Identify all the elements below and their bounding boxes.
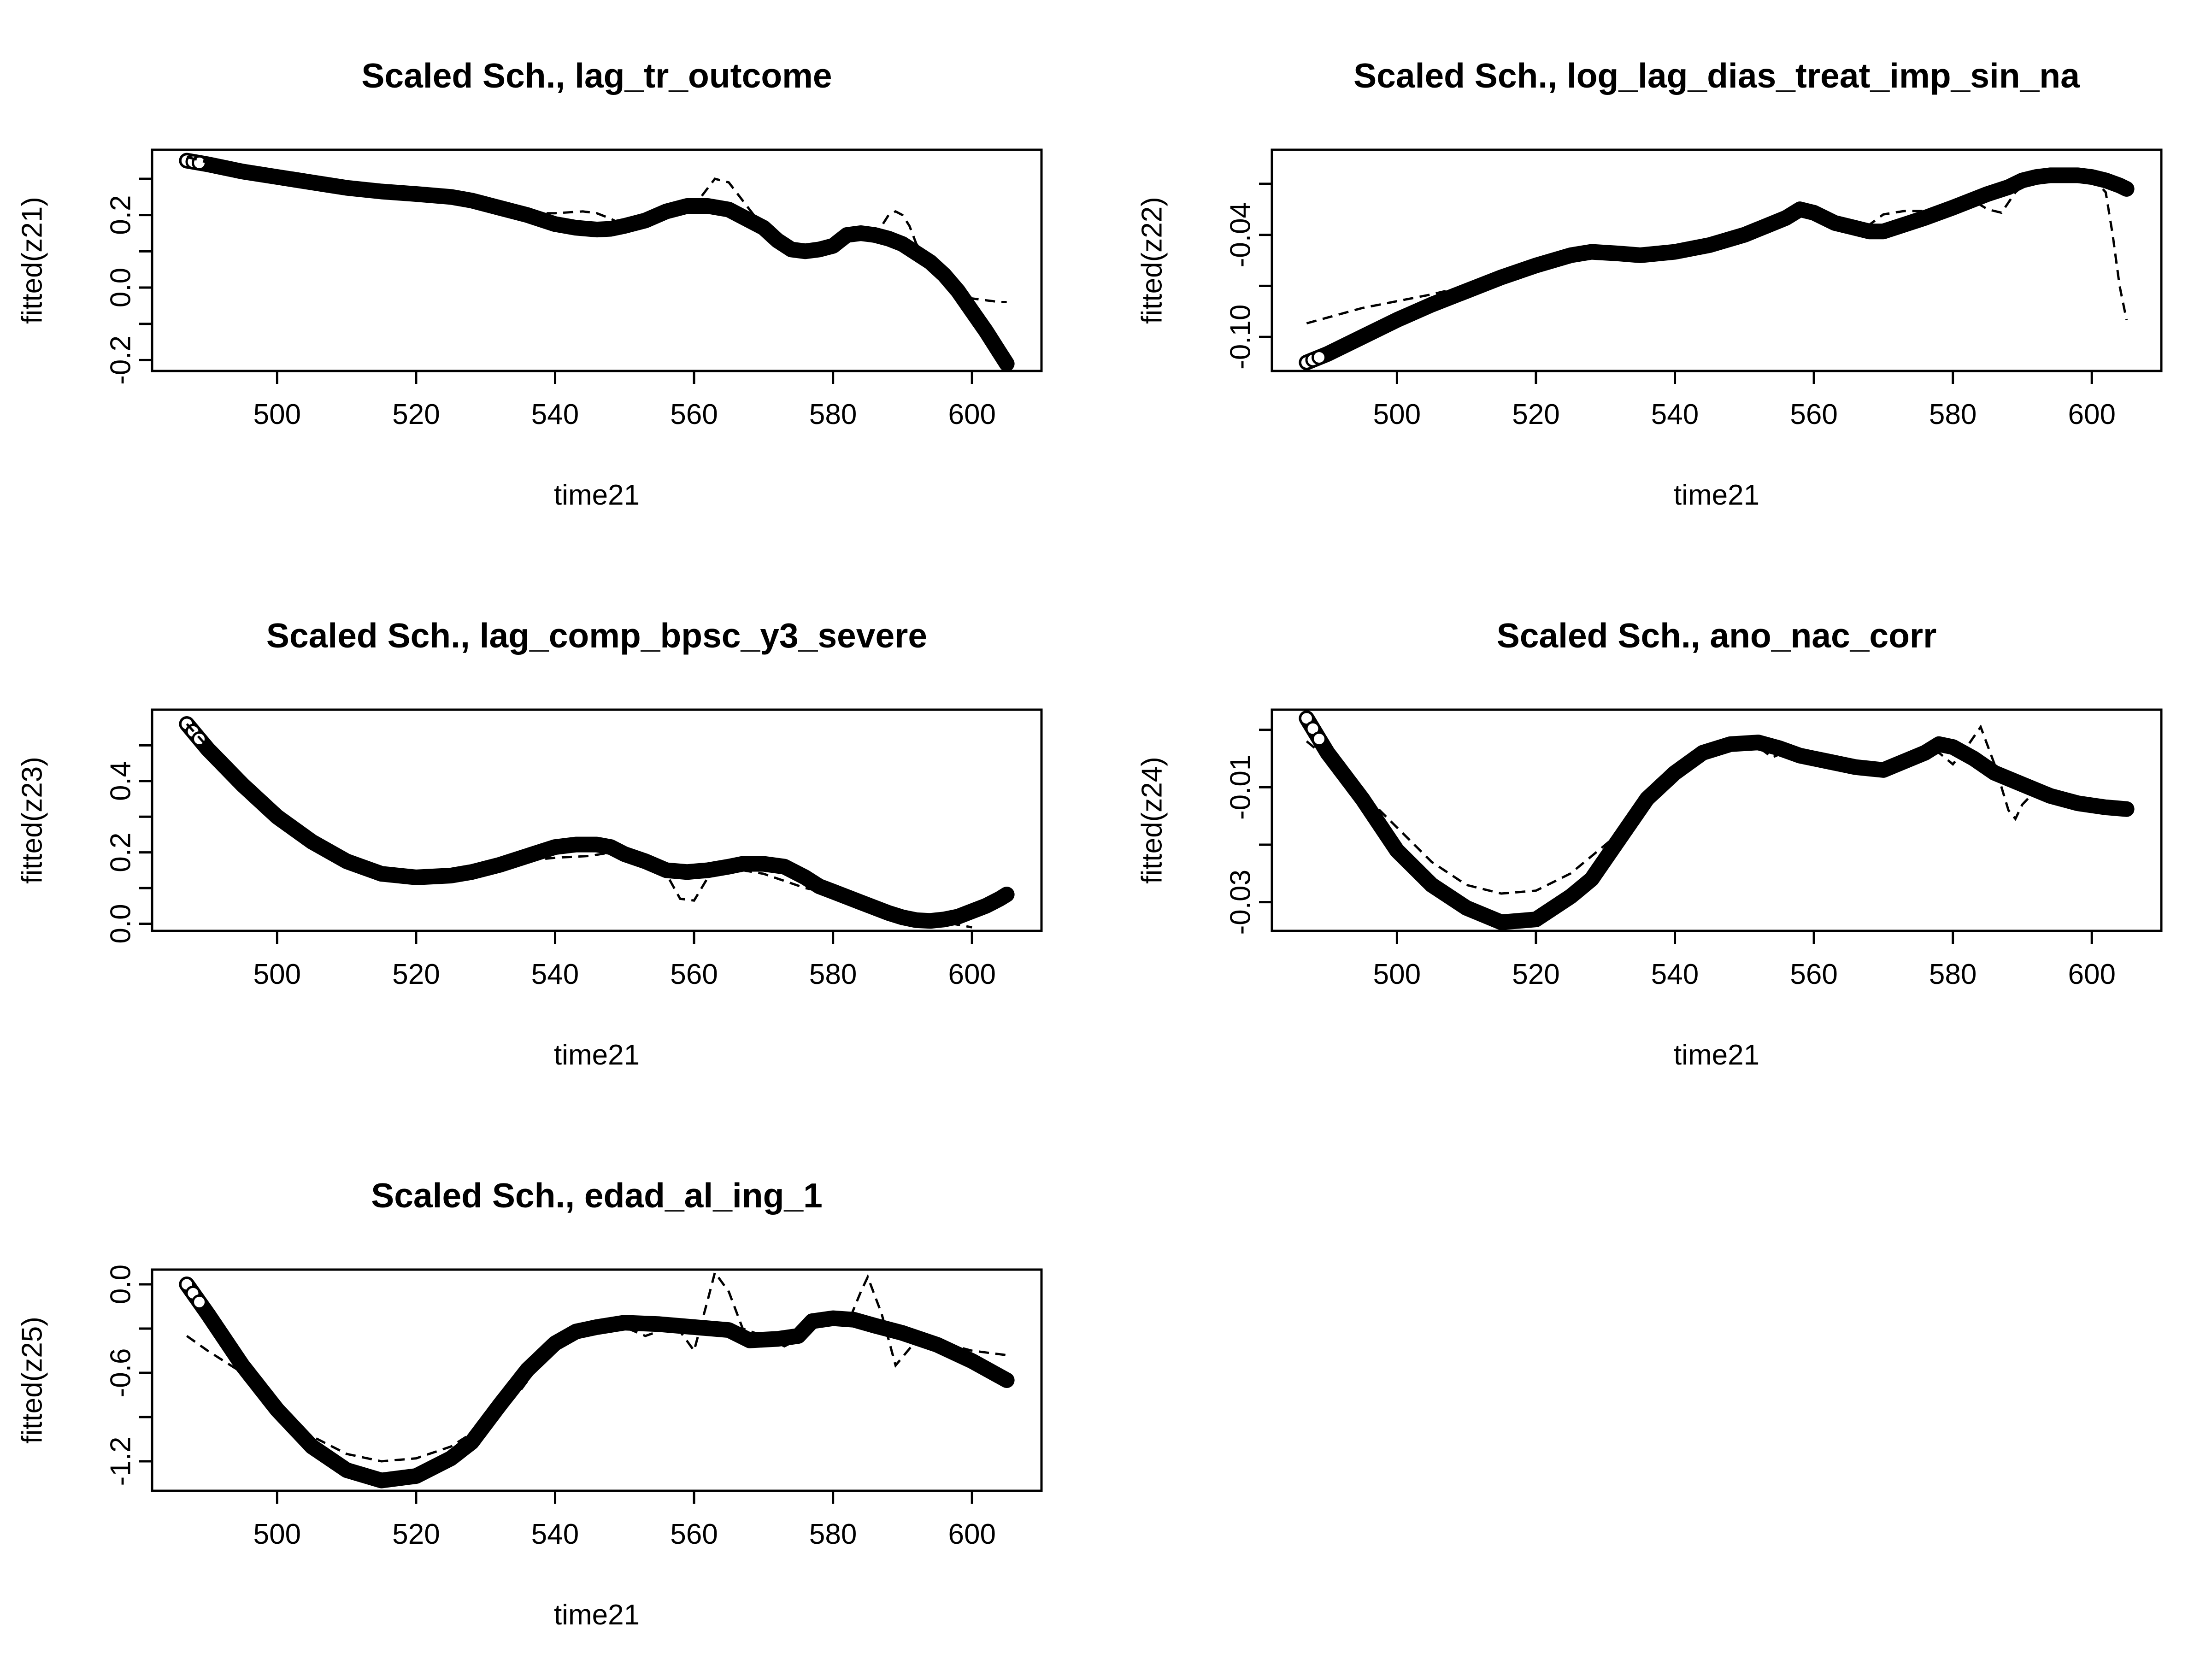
fitted-curve-line xyxy=(179,1277,1015,1488)
y-tick-label: -0.2 xyxy=(105,335,137,385)
y-tick-label: 0.2 xyxy=(105,195,137,235)
panel-2: Scaled Sch., log_lag_dias_treat_imp_sin_… xyxy=(1136,56,2163,511)
x-tick-label: 560 xyxy=(670,959,718,990)
panel-4: Scaled Sch., ano_nac_corr 500 520 540 560 580… xyxy=(1136,616,2163,1071)
fitted-curve-line xyxy=(179,716,1015,929)
panel-title: Scaled Sch., edad_al_ing_1 xyxy=(371,1176,823,1215)
panel-title: Scaled Sch., log_lag_dias_treat_imp_sin_… xyxy=(1353,56,2080,95)
x-axis-label: time21 xyxy=(554,479,640,511)
x-tick-label: 580 xyxy=(1929,959,1977,990)
smoothed-residual-line xyxy=(1306,724,2127,895)
y-tick-label: -0.10 xyxy=(1225,304,1257,369)
fitted-point xyxy=(1312,349,1327,365)
y-tick-label: -1.2 xyxy=(105,1437,137,1486)
smoothed-residual-line xyxy=(186,723,972,929)
x-tick-label: 560 xyxy=(1790,959,1837,990)
y-tick-label: -0.01 xyxy=(1225,755,1257,820)
y-axis-label: fitted(z25) xyxy=(17,1317,48,1444)
fitted-curve-line xyxy=(179,153,1015,372)
x-tick-label: 560 xyxy=(1790,399,1837,430)
y-tick-label: -0.04 xyxy=(1225,202,1257,267)
plot-frame xyxy=(1271,708,2163,932)
x-tick-label: 520 xyxy=(392,399,440,430)
smoothed-residual-line xyxy=(186,1270,1007,1463)
x-tick-label: 520 xyxy=(392,959,440,990)
x-tick-label: 500 xyxy=(253,399,301,430)
x-tick-label: 600 xyxy=(948,959,995,990)
x-tick-label: 540 xyxy=(531,1518,579,1550)
fitted-point xyxy=(1312,731,1327,747)
y-tick-label: 0.0 xyxy=(105,268,137,307)
x-tick-label: 500 xyxy=(253,1518,301,1550)
panel-5: Scaled Sch., edad_al_ing_1 500 520 540 560 58… xyxy=(17,1176,1043,1631)
plot-frame xyxy=(151,1268,1043,1492)
fitted-curve-line xyxy=(1299,167,2135,371)
x-axis-label: time21 xyxy=(1674,479,1759,511)
x-tick-label: 500 xyxy=(253,959,301,990)
fitted-curve-line xyxy=(1299,710,2135,930)
x-tick-label: 600 xyxy=(2068,399,2115,430)
panel-3: Scaled Sch., lag_comp_bpsc_y3_severe 500 5… xyxy=(17,616,1043,1071)
x-tick-label: 520 xyxy=(1512,959,1559,990)
plot-frame xyxy=(151,148,1043,372)
y-tick-label: 0.2 xyxy=(105,833,137,872)
x-tick-label: 600 xyxy=(948,399,995,430)
panel-title: Scaled Sch., lag_comp_bpsc_y3_severe xyxy=(266,616,927,655)
x-tick-label: 600 xyxy=(948,1518,995,1550)
y-tick-label: -0.6 xyxy=(105,1348,137,1398)
fitted-point xyxy=(192,1294,207,1310)
y-axis-label: fitted(z23) xyxy=(17,757,48,884)
x-tick-label: 580 xyxy=(809,1518,857,1550)
x-tick-label: 600 xyxy=(2068,959,2115,990)
y-tick-label: 0.0 xyxy=(105,1265,137,1304)
x-tick-label: 520 xyxy=(392,1518,440,1550)
smoothed-residual-line xyxy=(186,156,1007,303)
x-tick-label: 540 xyxy=(531,959,579,990)
x-tick-label: 540 xyxy=(531,399,579,430)
y-axis-label: fitted(z24) xyxy=(1136,757,1168,884)
x-tick-label: 540 xyxy=(1651,959,1699,990)
plot-frame xyxy=(1271,148,2163,372)
plot-frame xyxy=(151,708,1043,932)
x-axis-label: time21 xyxy=(554,1039,640,1071)
x-tick-label: 560 xyxy=(670,1518,718,1550)
y-tick-label: 0.4 xyxy=(105,761,137,801)
y-tick-label: 0.0 xyxy=(105,904,137,943)
x-tick-label: 540 xyxy=(1651,399,1699,430)
panel-title: Scaled Sch., ano_nac_corr xyxy=(1497,616,1937,655)
x-axis-label: time21 xyxy=(1674,1039,1759,1071)
x-axis-label: time21 xyxy=(554,1599,640,1631)
x-tick-label: 520 xyxy=(1512,399,1559,430)
panel-1: Scaled Sch., lag_tr_outcome 500 520 540 560 5… xyxy=(17,56,1043,511)
y-axis-label: fitted(z21) xyxy=(17,197,48,324)
panel-title: Scaled Sch., lag_tr_outcome xyxy=(361,56,832,95)
x-tick-label: 560 xyxy=(670,399,718,430)
x-tick-label: 500 xyxy=(1373,959,1421,990)
x-tick-label: 500 xyxy=(1373,399,1421,430)
y-tick-label: -0.03 xyxy=(1225,870,1257,935)
x-tick-label: 580 xyxy=(809,399,857,430)
x-tick-label: 580 xyxy=(1929,399,1977,430)
smoothed-residual-line xyxy=(1306,174,2128,325)
y-axis-label: fitted(z22) xyxy=(1136,197,1168,324)
x-tick-label: 580 xyxy=(809,959,857,990)
